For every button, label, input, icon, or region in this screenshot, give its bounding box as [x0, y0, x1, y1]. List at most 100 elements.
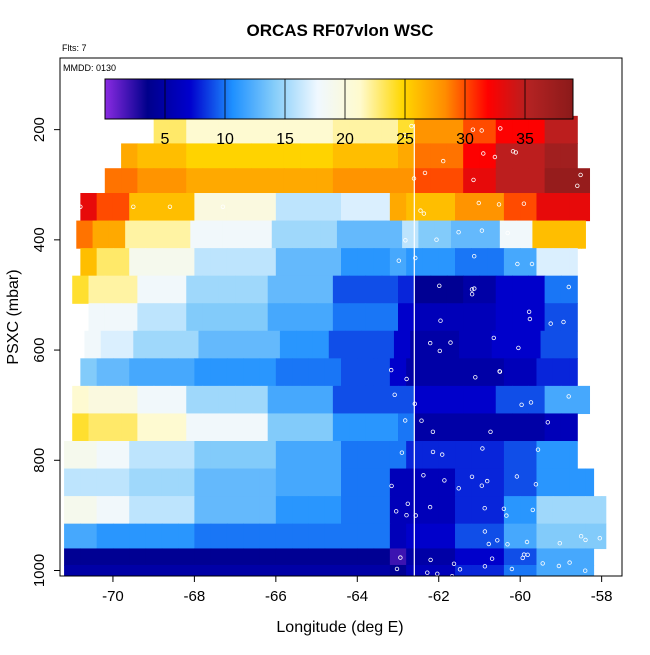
heatmap-cell	[121, 413, 138, 442]
heatmap-cell	[80, 548, 98, 566]
heatmap-cell	[251, 115, 269, 145]
heatmap-cell	[182, 330, 200, 359]
heatmap-cell	[601, 496, 607, 525]
sample-marker	[167, 204, 173, 209]
heatmap-cell	[332, 168, 350, 194]
heatmap-cell	[560, 143, 578, 169]
heatmap-cell	[381, 303, 399, 332]
heatmap-cell	[149, 330, 167, 359]
heatmap-cell	[414, 275, 432, 304]
heatmap-cell	[463, 303, 481, 332]
sample-marker	[421, 473, 426, 478]
heatmap-cell	[178, 523, 195, 550]
heatmap-cell	[251, 275, 269, 304]
sample-marker	[469, 474, 475, 479]
heatmap-cell	[569, 193, 586, 222]
heatmap-cell	[520, 440, 538, 470]
heatmap-cell	[283, 143, 301, 169]
heatmap-cell	[544, 385, 562, 415]
heatmap-cell	[495, 385, 513, 415]
sample-marker	[479, 483, 484, 488]
heatmap-cell	[332, 385, 350, 415]
heatmap-cell	[100, 330, 118, 359]
heatmap-cell	[153, 275, 171, 304]
sample-marker	[525, 552, 530, 557]
heatmap-cell	[471, 523, 489, 550]
heatmap-cell	[218, 115, 236, 145]
y-axis-label: PSXC (mbar)	[5, 269, 22, 364]
heatmap-cell	[210, 440, 228, 470]
heatmap-cell	[169, 303, 187, 332]
heatmap-cell	[548, 220, 566, 249]
heatmap-cell	[169, 115, 187, 145]
sample-marker	[131, 204, 136, 209]
heatmap-cell	[377, 330, 395, 359]
heatmap-cell	[64, 548, 81, 566]
heatmap-cell	[251, 168, 269, 194]
heatmap-cell	[324, 468, 342, 497]
heatmap-cell	[104, 303, 122, 332]
heatmap-cell	[178, 440, 195, 470]
heatmap-cell	[259, 358, 277, 387]
sample-marker	[530, 507, 535, 513]
sample-marker	[597, 536, 602, 541]
heatmap-cell	[345, 330, 362, 359]
heatmap-cell	[226, 548, 244, 566]
heatmap-cell	[455, 548, 472, 566]
heatmap-cell	[64, 496, 81, 525]
heatmap-cell	[552, 564, 570, 576]
heatmap-cell	[479, 413, 497, 442]
heatmap-cell	[108, 220, 126, 249]
heatmap-cell	[259, 468, 277, 497]
x-tick-label: -68	[184, 588, 206, 605]
heatmap-cell	[80, 193, 98, 222]
heatmap-cell	[414, 385, 432, 415]
heatmap-cell	[267, 275, 285, 304]
heatmap-cell	[161, 358, 179, 387]
heatmap-cell	[80, 358, 98, 387]
heatmap-cell	[467, 220, 485, 249]
heatmap-cell	[573, 330, 578, 359]
heatmap-cell	[422, 564, 440, 576]
heatmap-cell	[292, 440, 310, 470]
heatmap-cell	[520, 496, 538, 525]
heatmap-cell	[243, 248, 261, 277]
heatmap-cell	[251, 385, 269, 415]
heatmap-cell	[218, 303, 236, 332]
heatmap-cell	[446, 115, 464, 145]
sample-marker	[419, 418, 424, 423]
heatmap-cell	[226, 496, 244, 525]
y-tick-label: 400	[31, 227, 48, 252]
heatmap-cell	[210, 248, 228, 277]
sample-marker	[482, 564, 488, 569]
heatmap-cell	[455, 496, 472, 525]
heatmap-cell	[137, 385, 155, 415]
heatmap-cell	[438, 523, 456, 550]
heatmap-cell	[251, 303, 269, 332]
heatmap-cell	[455, 468, 472, 497]
heatmap-cell	[80, 523, 98, 550]
heatmap-cell	[446, 385, 464, 415]
heatmap-cell	[133, 330, 151, 359]
heatmap-cell	[292, 248, 310, 277]
heatmap-cell	[536, 358, 554, 387]
colorbar-tick-label: 25	[396, 131, 414, 148]
sample-marker	[471, 177, 476, 183]
heatmap-cell	[112, 248, 130, 277]
heatmap-cell	[88, 385, 106, 415]
heatmap-cell	[495, 275, 513, 304]
heatmap-cell	[503, 440, 521, 470]
heatmap-cell	[422, 496, 440, 525]
heatmap-cell	[552, 496, 570, 525]
heatmap-cell	[540, 330, 558, 359]
heatmap-cell	[365, 168, 383, 194]
heatmap-cell	[210, 564, 228, 576]
heatmap-cell	[186, 168, 204, 194]
heatmap-cell	[161, 193, 179, 222]
heatmap-cell	[112, 496, 130, 525]
heatmap-cell	[275, 564, 293, 576]
heatmap-cell	[438, 193, 456, 222]
sample-marker	[496, 202, 502, 207]
sample-marker	[427, 504, 433, 510]
sample-marker	[476, 200, 481, 206]
